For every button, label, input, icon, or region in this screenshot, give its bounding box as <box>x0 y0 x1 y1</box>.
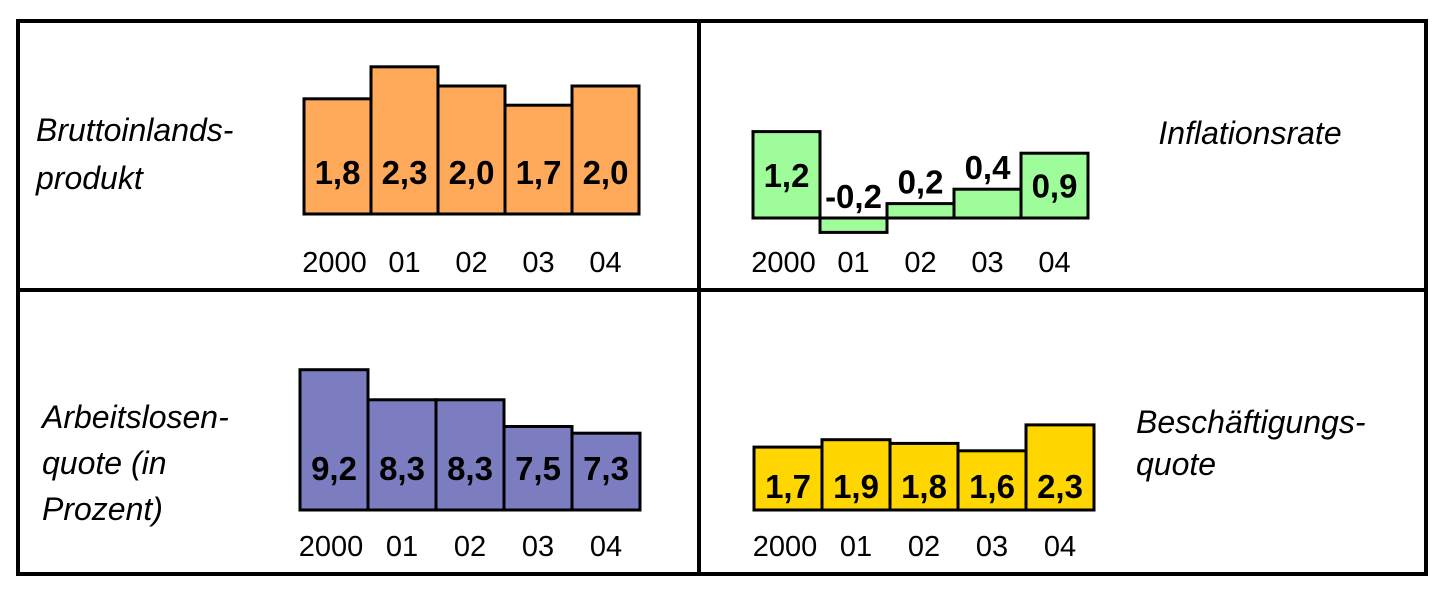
x-tick-label: 01 <box>837 247 869 279</box>
bar-04 <box>1019 151 1090 220</box>
data-label: 0,2 <box>898 164 944 201</box>
x-tick-label: 01 <box>840 531 872 563</box>
data-label: 8,3 <box>379 450 425 487</box>
bar-03 <box>956 449 1028 512</box>
x-tick-label: 03 <box>522 531 554 563</box>
data-label: 1,7 <box>765 468 811 505</box>
bar-01 <box>366 398 438 512</box>
x-tick-label: 2000 <box>751 247 816 279</box>
chart-title-line: quote (in <box>42 445 167 481</box>
x-tick-label: 04 <box>589 247 621 279</box>
x-tick-label: 03 <box>971 247 1003 279</box>
x-tick-label: 2000 <box>302 247 367 279</box>
data-label: 7,3 <box>583 450 629 487</box>
chart-title-line: produkt <box>35 160 144 196</box>
chart-panel-inflation: Inflationsrate 1,2 -0,2 0,2 0,4 0,9 2000 01 02 03… <box>751 115 1341 279</box>
chart-title-line: Inflationsrate <box>1158 115 1341 151</box>
chart-title-line: Beschäftigungs- <box>1136 404 1365 440</box>
bar-02 <box>436 84 507 216</box>
x-tick-label: 2000 <box>299 531 364 563</box>
bar-01 <box>818 216 889 234</box>
x-tick-label: 04 <box>1038 247 1070 279</box>
bar-02 <box>885 202 956 220</box>
data-label: 7,5 <box>515 450 561 487</box>
data-label: 0,4 <box>965 149 1012 186</box>
data-label: 2,3 <box>1037 468 1083 505</box>
x-tick-label: 01 <box>388 247 420 279</box>
x-tick-label: 03 <box>522 247 554 279</box>
x-tick-label: 02 <box>904 247 936 279</box>
bar-04 <box>570 431 642 512</box>
chart-title-line: Arbeitslosen- <box>40 399 229 435</box>
bar-04 <box>570 84 641 216</box>
data-label: 1,6 <box>969 468 1015 505</box>
chart-panels: Bruttoinlands-produkt 1,8 2,3 2,0 1,7 2,0 2000… <box>35 65 1365 563</box>
bar-01 <box>369 65 440 216</box>
bar-02 <box>434 398 506 512</box>
data-label: 1,8 <box>315 154 361 191</box>
x-tick-label: 02 <box>454 531 486 563</box>
chart-panel-gdp: Bruttoinlands-produkt 1,8 2,3 2,0 1,7 2,0 2000… <box>35 65 641 279</box>
data-label: 1,9 <box>833 468 879 505</box>
x-tick-label: 01 <box>386 531 418 563</box>
bar-03 <box>502 425 574 512</box>
data-label: 1,8 <box>901 468 947 505</box>
x-tick-label: 03 <box>976 531 1008 563</box>
data-label: 2,3 <box>382 154 428 191</box>
data-label: 1,2 <box>764 157 810 194</box>
x-tick-label: 04 <box>590 531 622 563</box>
x-tick-label: 04 <box>1044 531 1076 563</box>
bar-03 <box>952 187 1023 220</box>
data-label: 2,0 <box>583 154 629 191</box>
bar-2000 <box>751 130 822 220</box>
chart-panel-employment: Beschäftigungs-quote 1,7 1,9 1,8 1,6 2,3 2000 0… <box>752 404 1365 563</box>
figure-frame <box>16 19 1428 576</box>
data-label: -0,2 <box>825 178 882 215</box>
data-label: 2,0 <box>449 154 495 191</box>
data-label: 8,3 <box>447 450 493 487</box>
chart-title-line: Prozent) <box>42 491 163 527</box>
bar-2000 <box>298 368 370 512</box>
bar-04 <box>1024 423 1096 512</box>
outer-border <box>16 19 1428 576</box>
data-label: 1,7 <box>516 154 562 191</box>
x-tick-label: 02 <box>908 531 940 563</box>
chart-panel-unemploy: Arbeitslosen-quote (in Prozent) 9,2 8,3 8,3 7… <box>40 368 642 563</box>
data-label: 9,2 <box>311 450 357 487</box>
chart-title-line: quote <box>1136 446 1216 482</box>
bar-2000 <box>302 97 373 216</box>
bar-01 <box>820 438 892 512</box>
chart-title-line: Bruttoinlands- <box>36 112 233 148</box>
data-label: 0,9 <box>1032 168 1078 205</box>
x-tick-label: 02 <box>455 247 487 279</box>
x-tick-label: 2000 <box>753 531 818 563</box>
